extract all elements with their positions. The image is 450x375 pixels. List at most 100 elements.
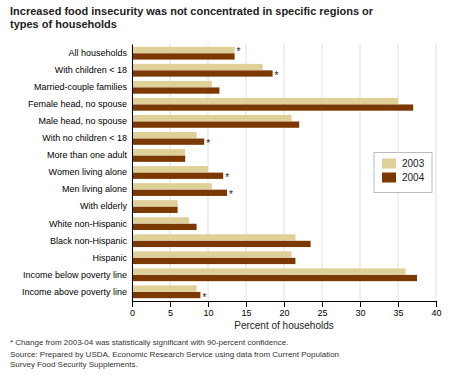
bar xyxy=(132,200,178,206)
category-label: All households xyxy=(68,48,127,58)
x-tick-mark xyxy=(132,301,133,307)
y-tick: Income above poverty line xyxy=(22,287,132,297)
x-tick: 20 xyxy=(279,301,289,318)
bar xyxy=(132,81,212,87)
x-tick: 0 xyxy=(130,301,135,318)
footnote-line: Source: Prepared by USDA, Economic Resea… xyxy=(10,350,339,359)
bar xyxy=(132,47,235,53)
bar xyxy=(132,258,295,264)
title: Increased food insecurity was not concen… xyxy=(10,5,374,30)
category-label: With no children < 18 xyxy=(42,133,127,143)
grid-line xyxy=(436,44,437,301)
bar xyxy=(132,166,208,172)
footnote: * Change from 2003-04 was statistically … xyxy=(10,338,288,347)
y-tick: Married-couple families xyxy=(34,82,132,92)
x-tick-label: 5 xyxy=(168,308,173,318)
bar-series xyxy=(132,47,406,292)
title-line: types of households xyxy=(10,18,117,30)
grid xyxy=(132,44,436,301)
bar xyxy=(132,64,263,70)
x-tick: 15 xyxy=(241,301,251,318)
footnote-line: Survey Food Security Supplements. xyxy=(10,360,138,369)
annotation: * xyxy=(202,292,206,303)
x-tick: 10 xyxy=(203,301,213,318)
legend-item: 2003 xyxy=(382,158,425,169)
bar xyxy=(132,234,295,240)
x-axis-label: Percent of households xyxy=(234,320,334,331)
bar xyxy=(132,292,200,298)
x-tick: 35 xyxy=(393,301,403,318)
y-tick: Black non-Hispanic xyxy=(50,236,132,246)
bar xyxy=(132,115,292,121)
y-tick: All households xyxy=(68,48,132,58)
bar xyxy=(132,87,219,93)
annotation: * xyxy=(275,70,279,81)
legend-swatch xyxy=(382,173,396,183)
category-label: White non-Hispanic xyxy=(49,219,128,229)
y-tick: Income below poverty line xyxy=(23,270,132,280)
y-tick: With elderly xyxy=(80,201,132,211)
y-tick: Male head, no spouse xyxy=(38,116,132,126)
annotations: ****** xyxy=(202,46,278,302)
y-tick: With children < 18 xyxy=(55,65,132,75)
y-tick: Men living alone xyxy=(62,184,132,194)
title-line: Increased food insecurity was not concen… xyxy=(10,5,374,17)
x-tick-mark xyxy=(208,301,209,307)
x-tick-label: 35 xyxy=(393,308,403,318)
x-tick-mark xyxy=(170,301,171,307)
bar xyxy=(132,217,189,223)
category-label: With children < 18 xyxy=(55,65,127,75)
category-label: Men living alone xyxy=(62,184,127,194)
bar xyxy=(132,190,227,196)
bar xyxy=(132,132,197,138)
x-tick-label: 25 xyxy=(317,308,327,318)
category-label: More than one adult xyxy=(47,150,128,160)
legend-label: 2003 xyxy=(402,158,425,169)
x-tick-mark xyxy=(322,301,323,307)
x-tick-label: 30 xyxy=(355,308,365,318)
x-tick: 25 xyxy=(317,301,327,318)
y-axis-line xyxy=(132,45,133,302)
footnote: Source: Prepared by USDA, Economic Resea… xyxy=(10,350,339,369)
y-tick: With no children < 18 xyxy=(42,133,132,143)
bar xyxy=(132,156,185,162)
y-tick: White non-Hispanic xyxy=(49,219,132,229)
x-tick-label: 20 xyxy=(279,308,289,318)
x-tick-mark xyxy=(246,301,247,307)
bar xyxy=(132,183,212,189)
category-label: Hispanic xyxy=(92,253,127,263)
annotation: * xyxy=(206,138,210,149)
category-label: Income above poverty line xyxy=(22,287,127,297)
bar xyxy=(132,285,197,291)
x-tick-mark xyxy=(360,301,361,307)
bar xyxy=(132,53,235,59)
x-tick-mark xyxy=(284,301,285,307)
bar xyxy=(132,224,197,230)
bar xyxy=(132,207,178,213)
legend-label: 2004 xyxy=(402,172,425,183)
bar xyxy=(132,268,406,274)
x-tick-label: 15 xyxy=(241,308,251,318)
y-tick: Women living alone xyxy=(49,167,132,177)
category-label: Male head, no spouse xyxy=(38,116,127,126)
legend-item: 2004 xyxy=(382,172,425,183)
bar xyxy=(132,275,417,281)
chart: Increased food insecurity was not concen… xyxy=(0,0,450,375)
x-tick: 40 xyxy=(431,301,441,318)
x-tick-label: 40 xyxy=(431,308,441,318)
annotation: * xyxy=(225,172,229,183)
footnote-line: * Change from 2003-04 was statistically … xyxy=(10,338,288,347)
x-axis: 0 5 10 15 20 25 30 35 40 xyxy=(130,301,442,318)
bar xyxy=(132,173,223,179)
annotation: * xyxy=(229,189,233,200)
category-label: Income below poverty line xyxy=(23,270,127,280)
legend-swatch xyxy=(382,159,396,169)
grid-line xyxy=(132,44,133,301)
category-label: Black non-Hispanic xyxy=(50,236,128,246)
bar xyxy=(132,98,398,104)
bar xyxy=(132,149,185,155)
y-axis: All households With children < 18 Married-… xyxy=(22,45,133,302)
legend: 2003 2004 xyxy=(374,153,432,193)
y-tick: More than one adult xyxy=(47,150,132,160)
category-label: With elderly xyxy=(80,201,128,211)
